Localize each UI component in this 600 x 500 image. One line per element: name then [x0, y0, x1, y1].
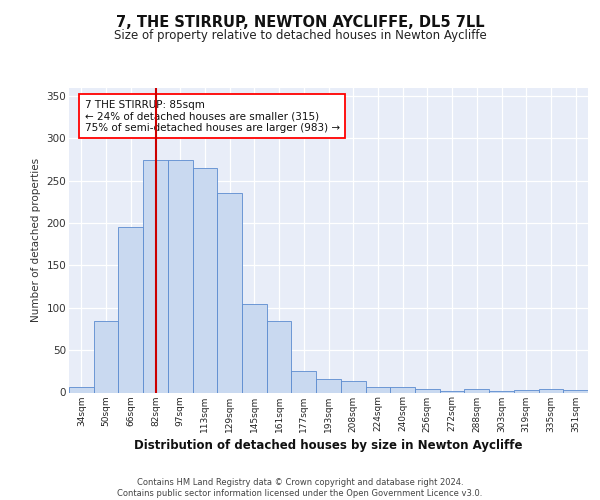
Bar: [118, 228, 143, 392]
Text: 7, THE STIRRUP, NEWTON AYCLIFFE, DL5 7LL: 7, THE STIRRUP, NEWTON AYCLIFFE, DL5 7LL: [116, 15, 484, 30]
Bar: [514, 390, 539, 392]
Bar: [440, 391, 464, 392]
Bar: [267, 322, 292, 392]
Bar: [69, 388, 94, 392]
Bar: [539, 389, 563, 392]
Bar: [563, 390, 588, 392]
Bar: [193, 168, 217, 392]
Text: Size of property relative to detached houses in Newton Aycliffe: Size of property relative to detached ho…: [113, 29, 487, 42]
Bar: [292, 372, 316, 392]
Bar: [168, 160, 193, 392]
Bar: [94, 322, 118, 392]
Text: 7 THE STIRRUP: 85sqm
← 24% of detached houses are smaller (315)
75% of semi-deta: 7 THE STIRRUP: 85sqm ← 24% of detached h…: [85, 100, 340, 133]
Bar: [217, 194, 242, 392]
Bar: [464, 389, 489, 392]
X-axis label: Distribution of detached houses by size in Newton Aycliffe: Distribution of detached houses by size …: [134, 438, 523, 452]
Bar: [143, 160, 168, 392]
Bar: [316, 379, 341, 392]
Bar: [390, 388, 415, 392]
Bar: [365, 386, 390, 392]
Y-axis label: Number of detached properties: Number of detached properties: [31, 158, 41, 322]
Bar: [341, 382, 365, 392]
Bar: [489, 391, 514, 392]
Bar: [415, 389, 440, 392]
Bar: [242, 304, 267, 392]
Text: Contains HM Land Registry data © Crown copyright and database right 2024.
Contai: Contains HM Land Registry data © Crown c…: [118, 478, 482, 498]
